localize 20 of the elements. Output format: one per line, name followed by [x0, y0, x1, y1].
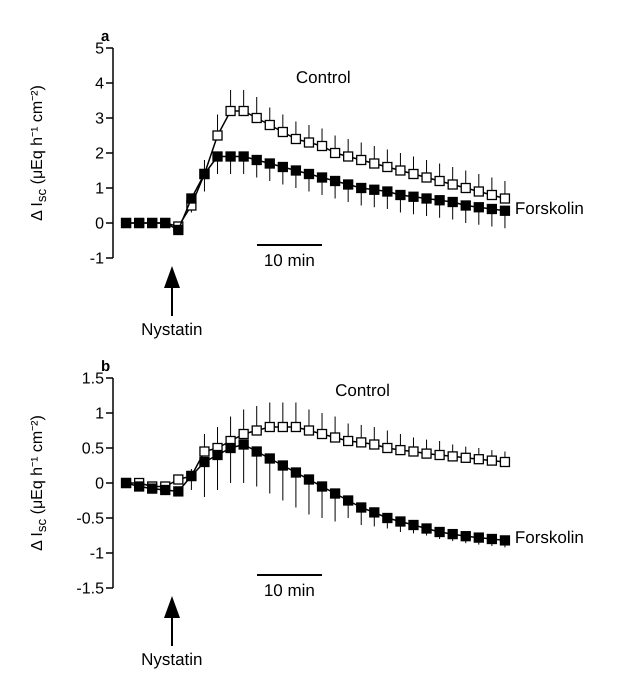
- y-tick-label: 3: [95, 110, 104, 128]
- annotation: 10 min: [262, 581, 316, 602]
- text: Control: [296, 68, 351, 88]
- text: Nystatin: [140, 650, 204, 670]
- y-tick-label: -0.5: [76, 510, 104, 528]
- text: Nystatin: [140, 320, 204, 340]
- y-tick-label: -1: [90, 250, 104, 268]
- series-label: Forskolin: [514, 528, 584, 548]
- series-label: Control: [335, 380, 390, 400]
- y-tick-label: 1: [95, 180, 104, 198]
- series-label: Forskolin: [514, 198, 584, 219]
- y-tick-label: 0: [95, 476, 104, 493]
- y-tick-label: 0: [95, 216, 104, 233]
- y-tick-label: 2: [95, 146, 104, 163]
- y-tick-label: 0.5: [82, 440, 104, 458]
- y-tick-label: 4: [95, 76, 104, 93]
- y-tick-label: -1.5: [76, 580, 104, 598]
- annotation: 10 min: [262, 251, 316, 272]
- y-tick-label: 1: [95, 406, 104, 423]
- y-tick-label: -1: [90, 546, 104, 563]
